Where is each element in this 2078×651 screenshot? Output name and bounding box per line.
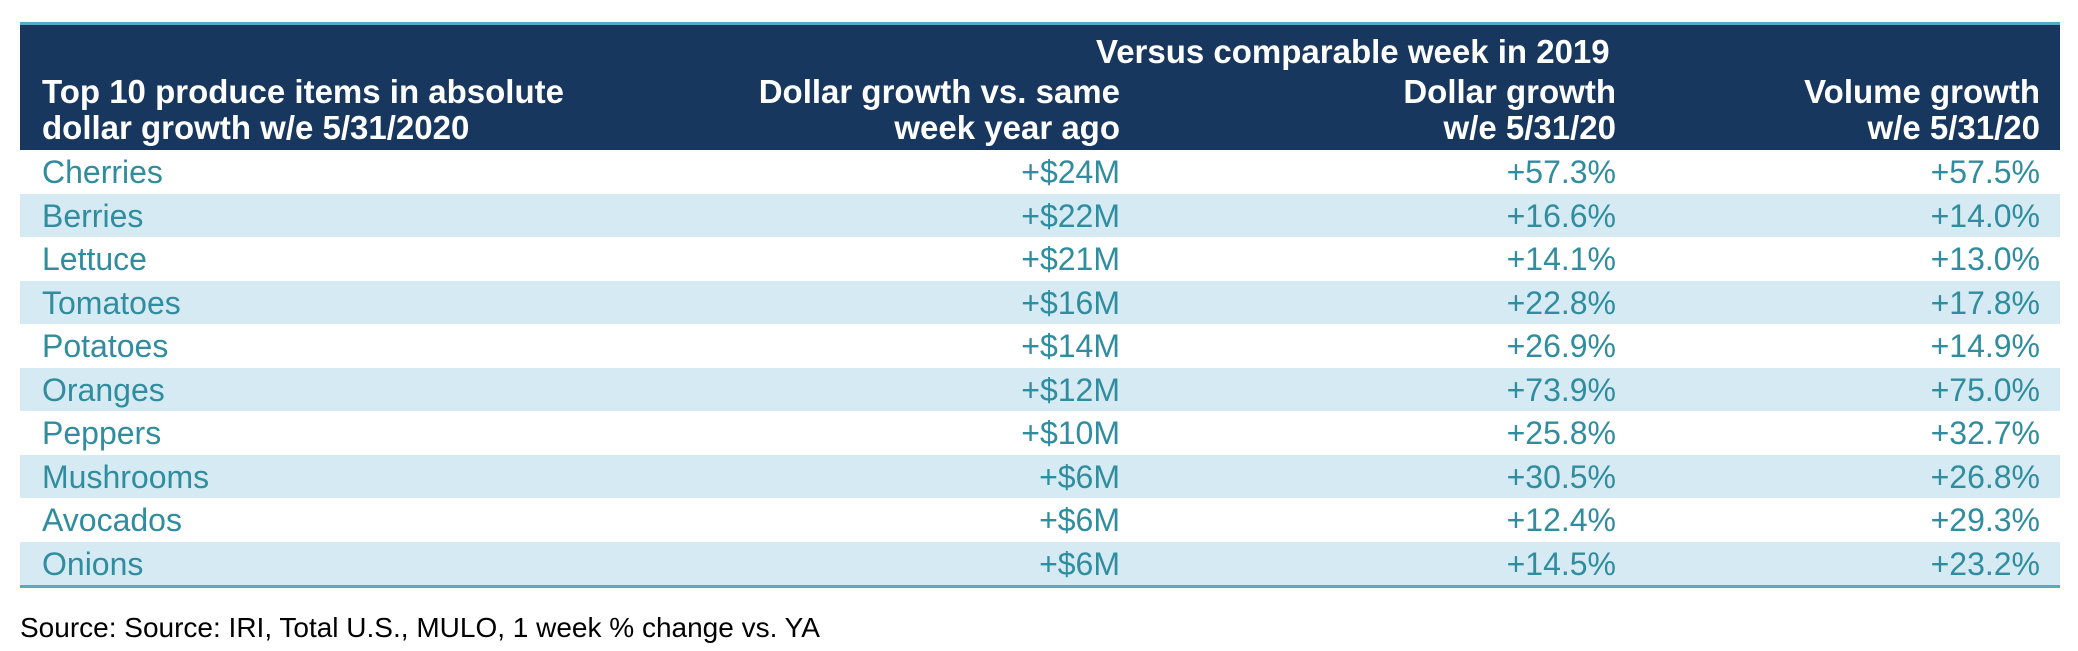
table-row: Lettuce +$21M +14.1% +13.0% [20, 237, 2060, 281]
table-row: Mushrooms +$6M +30.5% +26.8% [20, 454, 2060, 498]
cell-dollar-growth-pct: +26.9% [1506, 328, 1616, 364]
cell-volume-growth-pct: +75.0% [1930, 371, 2040, 408]
cell-volume-growth-pct: +14.9% [1930, 328, 2040, 364]
table-row: Cherries +$24M +57.3% +57.5% [20, 150, 2060, 194]
column-header-dollar-growth-pct: Dollar growth w/e 5/31/20 [1403, 74, 1616, 146]
cell-item: Cherries [42, 154, 163, 190]
cell-dollar-growth: +$24M [1021, 154, 1120, 190]
cell-dollar-growth: +$16M [1021, 284, 1120, 321]
column-header-volume-growth-pct-line2: w/e 5/31/20 [1867, 109, 2040, 146]
cell-dollar-growth-pct: +12.4% [1506, 502, 1616, 538]
table-row: Avocados +$6M +12.4% +29.3% [20, 498, 2060, 542]
table-row: Peppers +$10M +25.8% +32.7% [20, 411, 2060, 455]
cell-item: Avocados [42, 502, 182, 538]
cell-dollar-growth-pct: +57.3% [1506, 154, 1616, 190]
cell-dollar-growth: +$6M [1039, 458, 1120, 495]
source-note: Source: Source: IRI, Total U.S., MULO, 1… [20, 612, 820, 643]
cell-volume-growth-pct: +23.2% [1930, 545, 2040, 582]
cell-dollar-growth-pct: +30.5% [1506, 458, 1616, 495]
bottom-rule [20, 585, 2060, 588]
cell-dollar-growth: +$14M [1021, 328, 1120, 364]
cell-dollar-growth: +$12M [1021, 371, 1120, 408]
cell-dollar-growth: +$22M [1021, 197, 1120, 234]
column-header-item-line2: dollar growth w/e 5/31/2020 [42, 109, 470, 146]
cell-item: Potatoes [42, 328, 169, 364]
cell-dollar-growth-pct: +73.9% [1506, 371, 1616, 408]
cell-item: Mushrooms [42, 458, 210, 495]
cell-dollar-growth: +$10M [1021, 415, 1120, 451]
column-header-dollar-growth-pct-line1: Dollar growth [1403, 73, 1616, 110]
cell-item: Onions [42, 545, 144, 582]
cell-dollar-growth-pct: +14.5% [1506, 545, 1616, 582]
table-row: Tomatoes +$16M +22.8% +17.8% [20, 280, 2060, 324]
cell-dollar-growth-pct: +22.8% [1506, 284, 1616, 321]
table-header: Versus comparable week in 2019 Top 10 pr… [20, 25, 2060, 150]
cell-dollar-growth-pct: +16.6% [1506, 197, 1616, 234]
table-row: Oranges +$12M +73.9% +75.0% [20, 367, 2060, 411]
span-header: Versus comparable week in 2019 [1096, 33, 1610, 70]
cell-dollar-growth: +$21M [1021, 241, 1120, 277]
table-row: Onions +$6M +14.5% +23.2% [20, 541, 2060, 585]
cell-dollar-growth: +$6M [1039, 502, 1120, 538]
cell-item: Lettuce [42, 241, 147, 277]
column-header-dollar-growth-ya: Dollar growth vs. same week year ago [759, 74, 1120, 146]
cell-dollar-growth: +$6M [1039, 545, 1120, 582]
table-row: Berries +$22M +16.6% +14.0% [20, 193, 2060, 237]
cell-item: Oranges [42, 371, 165, 408]
column-header-volume-growth-pct-line1: Volume growth [1804, 73, 2040, 110]
cell-volume-growth-pct: +14.0% [1930, 197, 2040, 234]
cell-item: Peppers [42, 415, 162, 451]
cell-volume-growth-pct: +29.3% [1930, 502, 2040, 538]
column-header-item: Top 10 produce items in absolute dollar … [42, 74, 564, 146]
produce-growth-table: Versus comparable week in 2019 Top 10 pr… [20, 22, 2060, 588]
cell-volume-growth-pct: +57.5% [1930, 154, 2040, 190]
cell-volume-growth-pct: +13.0% [1930, 241, 2040, 277]
table-row: Potatoes +$14M +26.9% +14.9% [20, 324, 2060, 368]
cell-volume-growth-pct: +17.8% [1930, 284, 2040, 321]
table-body: Cherries +$24M +57.3% +57.5% Berries +$22M +16… [20, 150, 2060, 585]
top-rule [20, 22, 2060, 25]
column-header-dollar-growth-ya-line1: Dollar growth vs. same [758, 73, 1120, 110]
cell-dollar-growth-pct: +25.8% [1506, 415, 1616, 451]
column-header-volume-growth-pct: Volume growth w/e 5/31/20 [1804, 74, 2040, 146]
column-header-item-line1: Top 10 produce items in absolute [42, 73, 564, 110]
column-header-dollar-growth-pct-line2: w/e 5/31/20 [1443, 109, 1616, 146]
cell-item: Berries [42, 197, 144, 234]
cell-volume-growth-pct: +26.8% [1930, 458, 2040, 495]
column-header-dollar-growth-ya-line2: week year ago [894, 109, 1120, 146]
cell-volume-growth-pct: +32.7% [1930, 415, 2040, 451]
cell-dollar-growth-pct: +14.1% [1506, 241, 1616, 277]
cell-item: Tomatoes [42, 284, 181, 321]
